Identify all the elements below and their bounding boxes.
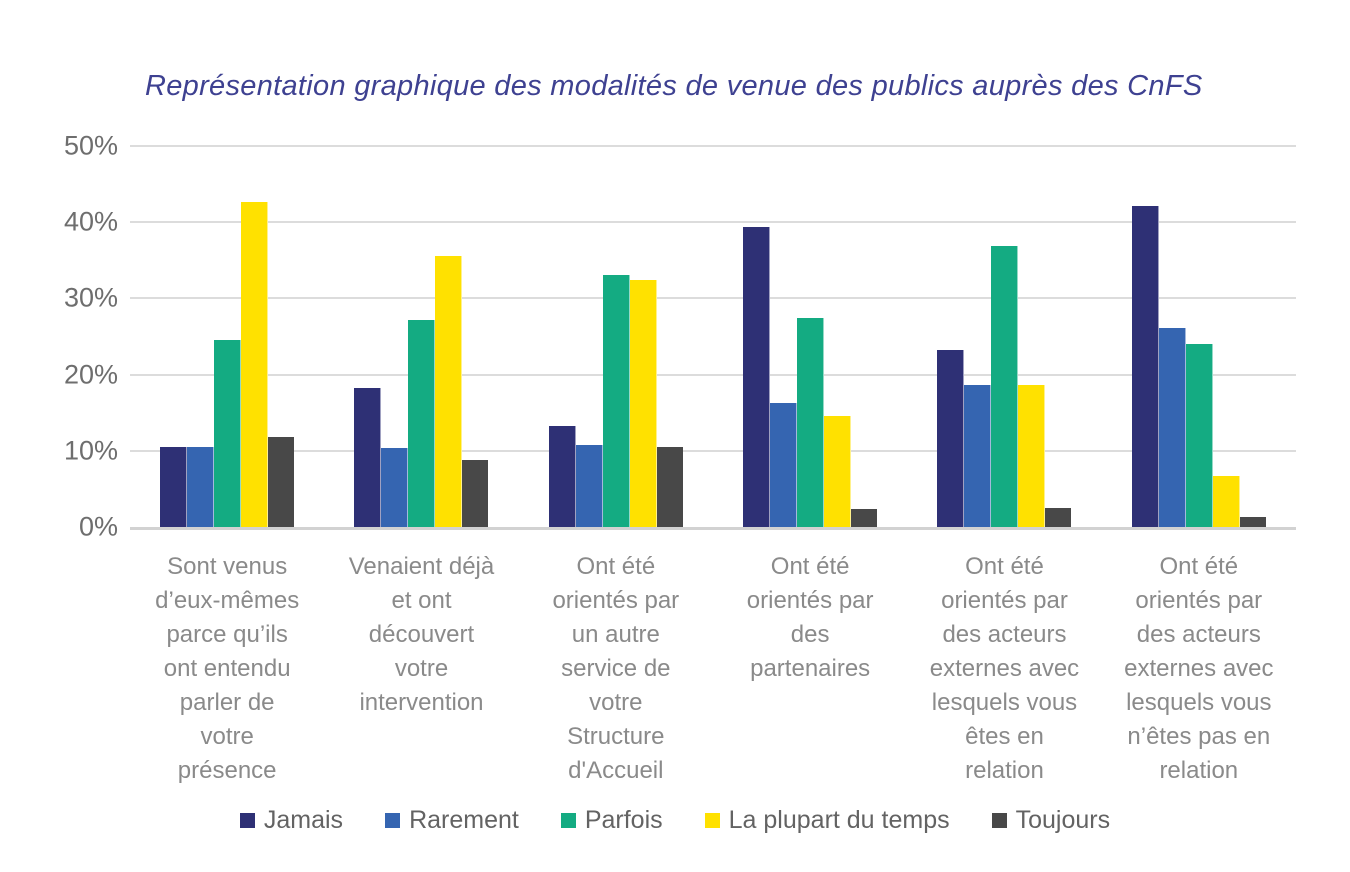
- bar-jamais: [937, 350, 965, 527]
- y-tick-label: 0%: [78, 511, 118, 542]
- bar-parfois: [214, 339, 242, 527]
- category-label: Ont été orientés par un autre service de…: [552, 553, 680, 784]
- category-label: Ont été orientés par des acteurs externe…: [929, 553, 1080, 784]
- plot-area: [130, 145, 1296, 530]
- bar-jamais: [160, 447, 188, 527]
- gridline: [130, 449, 1296, 452]
- legend-label: Jamais: [263, 806, 344, 834]
- bar-group: [130, 146, 324, 527]
- bar-group: [519, 146, 713, 527]
- legend-item-toujours: Toujours: [991, 806, 1111, 835]
- legend-item-parfois: Parfois: [560, 806, 663, 835]
- category-label: Ont été orientés par des acteurs externe…: [1124, 553, 1274, 784]
- legend-item-la-plupart-du-temps: La plupart du temps: [704, 806, 950, 835]
- bar-rarement: [187, 447, 215, 527]
- legend-swatch-icon: [704, 813, 720, 828]
- y-tick-label: 50%: [63, 130, 118, 161]
- bar-rarement: [964, 384, 992, 527]
- bar-group: [713, 146, 907, 527]
- bar-jamais: [1131, 206, 1159, 527]
- bar-parfois: [408, 319, 436, 527]
- bar-rarement: [1158, 328, 1186, 527]
- bar-la-plupart-du-temps: [629, 280, 657, 527]
- legend-item-rarement: Rarement: [385, 806, 519, 835]
- gridline: [130, 221, 1296, 224]
- y-tick-label: 30%: [63, 282, 118, 313]
- bar-group-bars: [548, 146, 683, 527]
- legend-swatch-icon: [991, 813, 1007, 828]
- category-label: Venaient déjà et ont découvert votre int…: [348, 553, 495, 716]
- bar-la-plupart-du-temps: [824, 415, 852, 527]
- bar-toujours: [268, 437, 295, 527]
- category-label: Sont venus d’eux-mêmes parce qu’ils ont …: [155, 553, 300, 784]
- legend-swatch-icon: [385, 813, 401, 828]
- bar-groups: [130, 146, 1296, 527]
- chart-title: Représentation graphique des modalités d…: [145, 70, 1203, 102]
- bar-group-bars: [160, 146, 295, 527]
- bar-group-bars: [743, 146, 878, 527]
- bar-rarement: [575, 445, 603, 527]
- gridline: [130, 297, 1296, 300]
- y-tick-label: 20%: [63, 359, 118, 390]
- legend-label: La plupart du temps: [728, 806, 950, 834]
- legend: Jamais Rarement Parfois La plupart du temps…: [0, 806, 1350, 835]
- bar-la-plupart-du-temps: [435, 255, 463, 527]
- bar-rarement: [381, 447, 409, 527]
- bar-toujours: [1045, 507, 1072, 527]
- bar-group-bars: [1131, 146, 1266, 527]
- bar-la-plupart-du-temps: [241, 202, 269, 527]
- bar-rarement: [770, 402, 798, 527]
- bar-la-plupart-du-temps: [1212, 475, 1240, 527]
- bar-toujours: [851, 508, 878, 527]
- x-axis-baseline: [130, 527, 1296, 530]
- bar-toujours: [462, 459, 489, 527]
- legend-swatch-icon: [560, 813, 576, 828]
- x-axis-category-labels: Sont venus d’eux-mêmes parce qu’ils ont …: [130, 550, 1296, 788]
- bar-la-plupart-du-temps: [1018, 384, 1046, 527]
- bar-parfois: [1185, 344, 1213, 527]
- bar-jamais: [548, 426, 576, 527]
- category-label: Ont été orientés par des partenaires: [746, 553, 874, 682]
- bar-parfois: [602, 274, 630, 527]
- bar-group: [1102, 146, 1296, 527]
- bar-group: [324, 146, 518, 527]
- legend-label: Parfois: [584, 806, 663, 834]
- y-tick-label: 40%: [63, 206, 118, 237]
- bar-group-bars: [354, 146, 489, 527]
- legend-label: Rarement: [409, 806, 519, 834]
- bar-toujours: [656, 447, 683, 527]
- bar-parfois: [991, 245, 1019, 527]
- bar-jamais: [743, 226, 771, 527]
- bar-parfois: [797, 318, 825, 527]
- bar-group-bars: [937, 146, 1072, 527]
- legend-item-jamais: Jamais: [239, 806, 344, 835]
- bar-group: [907, 146, 1101, 527]
- bar-jamais: [354, 388, 382, 527]
- gridline: [130, 373, 1296, 376]
- gridline: [130, 145, 1296, 147]
- legend-swatch-icon: [239, 813, 255, 828]
- legend-label: Toujours: [1015, 806, 1111, 834]
- y-tick-label: 10%: [63, 435, 118, 466]
- bar-toujours: [1239, 517, 1266, 527]
- y-axis: 0% 10% 20% 30% 40% 50%: [0, 131, 118, 542]
